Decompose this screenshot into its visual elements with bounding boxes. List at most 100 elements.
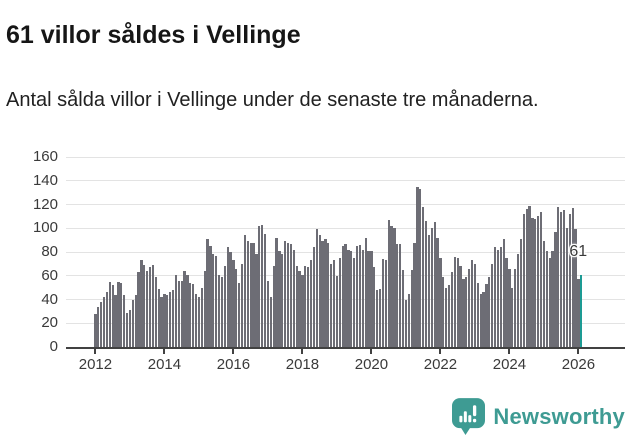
page-subtitle: Antal sålda villor i Vellinge under de s… <box>6 89 539 111</box>
y-tick-label: 160 <box>32 148 58 165</box>
bar <box>534 218 537 347</box>
y-tick-label: 40 <box>41 290 58 308</box>
bar <box>261 224 264 347</box>
y-tick-label: 80 <box>41 243 58 260</box>
bar <box>278 250 281 347</box>
bar <box>453 256 456 347</box>
bar <box>252 242 255 347</box>
bar <box>531 217 534 347</box>
gridline <box>66 227 625 229</box>
bar <box>301 274 304 347</box>
bar <box>200 287 203 347</box>
bar <box>217 274 221 347</box>
bar <box>286 242 290 347</box>
y-tick-label: 0 <box>49 338 58 355</box>
bar <box>381 259 385 347</box>
bar <box>123 294 126 347</box>
bar <box>491 263 494 347</box>
bar <box>330 263 333 347</box>
bar <box>324 238 327 347</box>
bar <box>272 266 275 347</box>
bar <box>105 292 109 347</box>
bar <box>143 265 146 347</box>
bar <box>376 290 379 347</box>
bar <box>353 257 356 347</box>
bar <box>396 243 399 347</box>
bar <box>148 267 152 347</box>
bar <box>519 238 523 347</box>
gridline <box>66 204 625 205</box>
y-tick-label: 120 <box>32 195 58 213</box>
bar <box>433 222 436 347</box>
x-tick <box>94 349 97 354</box>
bar <box>465 276 468 347</box>
bar <box>312 247 316 347</box>
bar <box>128 310 132 347</box>
bar <box>338 257 341 347</box>
x-tick-label: 2020 <box>354 356 389 373</box>
bar <box>387 219 390 347</box>
bar <box>212 254 215 347</box>
bar <box>258 225 261 347</box>
bar <box>488 276 491 347</box>
bar <box>373 267 376 347</box>
bar <box>295 266 298 347</box>
bar <box>327 242 330 347</box>
bar <box>240 263 244 347</box>
bar <box>206 238 209 347</box>
plot-area <box>66 156 625 347</box>
bar <box>102 297 106 347</box>
bar <box>430 228 433 347</box>
bar <box>332 260 336 347</box>
bar <box>114 294 117 347</box>
bar <box>186 274 189 347</box>
bar <box>516 254 520 347</box>
bar <box>442 276 445 347</box>
bar <box>459 266 462 347</box>
bar <box>390 225 393 347</box>
x-tick-label: 2012 <box>78 356 113 373</box>
bar <box>462 279 465 347</box>
bar <box>355 246 359 347</box>
bar <box>436 237 439 347</box>
bar <box>554 231 557 347</box>
bar <box>568 214 571 347</box>
bar <box>367 250 370 347</box>
bar <box>226 247 229 347</box>
x-tick <box>370 349 373 354</box>
bar <box>378 288 382 347</box>
bar <box>508 268 511 347</box>
bar <box>192 284 195 347</box>
brand-name: Newsworthy <box>493 404 625 429</box>
bar <box>275 237 278 347</box>
bar <box>131 299 134 347</box>
bar <box>565 228 569 347</box>
bar <box>502 238 505 347</box>
bar <box>542 241 546 347</box>
bar <box>476 282 479 347</box>
page-title: 61 villor såldes i Vellinge <box>6 20 301 49</box>
bar <box>514 268 517 347</box>
bar <box>160 297 163 347</box>
bar <box>551 250 554 347</box>
bar <box>304 266 307 347</box>
bar <box>154 276 157 347</box>
bar <box>485 284 488 347</box>
bar <box>511 287 514 347</box>
bar <box>318 235 321 347</box>
bar <box>223 266 226 347</box>
bar <box>177 280 180 347</box>
y-tick-label: 140 <box>32 171 58 189</box>
bar <box>203 271 206 347</box>
x-tick-label: 2022 <box>423 356 458 373</box>
y-tick-label: 100 <box>32 219 58 237</box>
newsworthy-logo[interactable]: Newsworthy <box>452 398 625 436</box>
bar <box>243 235 247 347</box>
x-tick <box>508 349 511 354</box>
bar <box>574 229 577 347</box>
bar <box>560 211 563 347</box>
bar <box>309 260 313 347</box>
bar <box>361 249 364 347</box>
bar <box>232 260 235 347</box>
bar <box>525 209 528 347</box>
